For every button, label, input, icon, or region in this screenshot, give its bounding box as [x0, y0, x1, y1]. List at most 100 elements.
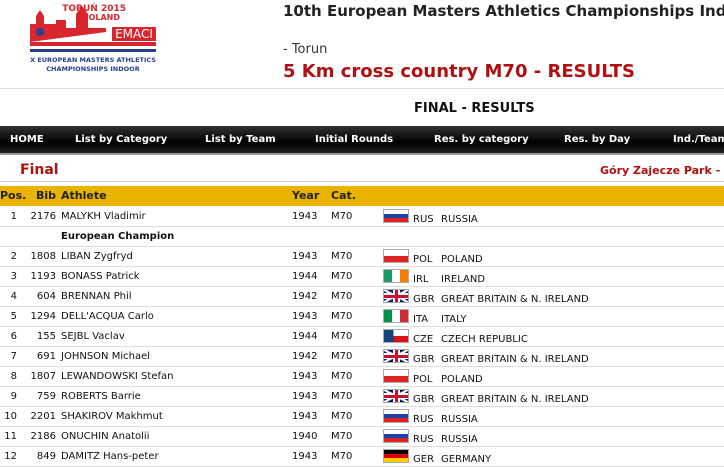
result-row: 10 2201 SHAKIROV Makhmut 1943 M70 RUS RUSSIA: [0, 407, 724, 427]
position: 10: [4, 411, 17, 422]
athlete: JOHNSON Michael: [61, 351, 150, 362]
category: M70: [331, 371, 353, 382]
category: M70: [331, 351, 353, 362]
athlete: BRENNAN Phil: [61, 291, 132, 302]
country-code: GBR: [413, 294, 435, 305]
year: 1943: [292, 211, 318, 222]
result-row: 8 1807 LEWANDOWSKI Stefan 1943 M70 POL POLAND: [0, 367, 724, 387]
event-title: 5 Km cross country M70 - RESULTS: [283, 61, 635, 82]
flag: [383, 309, 409, 323]
athlete: SEJBL Vaclav: [61, 331, 125, 342]
divider: [0, 181, 724, 182]
year: 1940: [292, 431, 318, 442]
nav-link[interactable]: Ind./Team: [673, 134, 724, 145]
bib: 155: [36, 331, 56, 342]
column-header: Cat.: [331, 189, 356, 202]
country: GREAT BRITAIN & N. IRELAND: [441, 394, 589, 405]
country-code: IRL: [413, 274, 429, 285]
result-row: 5 1294 DELL'ACQUA Carlo 1943 M70 ITA ITALY: [0, 307, 724, 327]
category: M70: [331, 331, 353, 342]
country-code: RUS: [413, 434, 434, 445]
athlete: ONUCHIN Anatolii: [61, 431, 150, 442]
logo-country: POLAND: [83, 13, 121, 22]
table-header: Pos. Bib Athlete Year Cat.: [0, 186, 724, 206]
column-header: Pos.: [0, 189, 27, 202]
bib: 1294: [30, 311, 56, 322]
position: 1: [10, 211, 17, 222]
position: 12: [4, 451, 17, 462]
note: European Champion: [61, 231, 175, 242]
position: 3: [10, 271, 17, 282]
country-code: ITA: [413, 314, 429, 325]
bib: 2186: [30, 431, 56, 442]
flag: [383, 289, 409, 303]
athlete: ROBERTS Barrie: [61, 391, 141, 402]
result-row: 11 2186 ONUCHIN Anatolii 1940 M70 RUS RUSSIA: [0, 427, 724, 447]
athlete: SHAKIROV Makhmut: [61, 411, 163, 422]
nav-link[interactable]: Res. by Day: [564, 134, 631, 145]
category: M70: [331, 451, 353, 462]
year: 1943: [292, 251, 318, 262]
flag: [383, 209, 409, 223]
result-row: 7 691 JOHNSON Michael 1942 M70 GBR GREAT BRITA…: [0, 347, 724, 367]
nav-link[interactable]: HOME: [10, 134, 44, 145]
athlete: BONASS Patrick: [61, 271, 140, 282]
country: POLAND: [441, 374, 483, 385]
position: 7: [10, 351, 17, 362]
category: M70: [331, 391, 353, 402]
flag: [383, 249, 409, 263]
page-title: 10th European Masters Athletics Champion…: [283, 2, 724, 20]
phase-title: FINAL - RESULTS: [414, 101, 535, 116]
athlete: MALYKH Vladimir: [61, 211, 146, 222]
country: IRELAND: [441, 274, 486, 285]
position: 9: [10, 391, 17, 402]
divider: [0, 88, 724, 89]
city: - Torun: [283, 42, 328, 57]
athlete: LIBAN Zygfryd: [61, 251, 133, 262]
note-row: European Champion: [0, 227, 724, 247]
position: 2: [10, 251, 17, 262]
bib: 604: [36, 291, 56, 302]
flag: [383, 389, 409, 403]
category: M70: [331, 291, 353, 302]
year: 1943: [292, 391, 318, 402]
position: 4: [10, 291, 17, 302]
year: 1942: [292, 291, 318, 302]
section-title: Final: [20, 162, 59, 178]
column-header: Year: [292, 189, 320, 202]
position: 5: [10, 311, 17, 322]
country: GREAT BRITAIN & N. IRELAND: [441, 354, 589, 365]
nav-link[interactable]: Res. by category: [434, 134, 529, 145]
result-row: 1 2176 MALYKH Vladimir 1943 M70 RUS RUSSIA: [0, 207, 724, 227]
nav-link[interactable]: List by Category: [75, 134, 168, 145]
column-header: Bib: [36, 189, 57, 202]
bib: 2201: [30, 411, 56, 422]
category: M70: [331, 251, 353, 262]
country-code: RUS: [413, 414, 434, 425]
flag: [383, 269, 409, 283]
country-code: GBR: [413, 354, 435, 365]
result-row: 6 155 SEJBL Vaclav 1944 M70 CZE CZECH REPUBLIC: [0, 327, 724, 347]
country-code: CZE: [413, 334, 434, 345]
logo-acronym: EMACI: [115, 27, 153, 41]
bib: 1807: [30, 371, 56, 382]
logo-skyline: [30, 6, 106, 42]
year: 1943: [292, 371, 318, 382]
bib: 2176: [30, 211, 56, 222]
flag: [383, 329, 409, 343]
logo-line: X EUROPEAN MASTERS ATHLETICS: [30, 56, 156, 64]
nav-link[interactable]: Initial Rounds: [315, 134, 394, 145]
position: 11: [4, 431, 17, 442]
athlete: DELL'ACQUA Carlo: [61, 311, 154, 322]
country-code: POL: [413, 254, 433, 265]
result-row: 12 849 DAMITZ Hans-peter 1943 M70 GER GERMANY: [0, 447, 724, 467]
flag: [383, 449, 409, 463]
position: 6: [10, 331, 17, 342]
year: 1943: [292, 411, 318, 422]
logo-stripe: [30, 42, 156, 46]
column-header: Athlete: [61, 189, 107, 202]
nav-link[interactable]: List by Team: [205, 134, 276, 145]
country: POLAND: [441, 254, 483, 265]
position: 8: [10, 371, 17, 382]
